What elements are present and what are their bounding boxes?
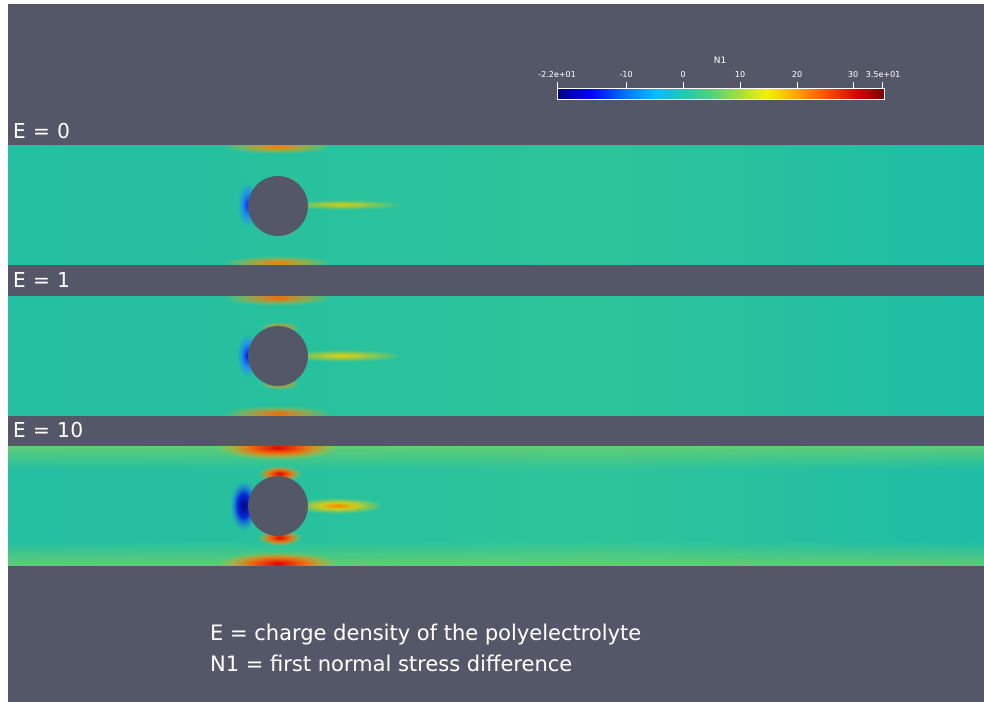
colorbar-tick-mark	[882, 82, 883, 89]
field-plot-e0	[223, 145, 403, 265]
panel-label-e0: E = 0	[13, 119, 71, 143]
colorbar-tick-label: 20	[791, 70, 803, 79]
obstacle-cylinder	[248, 326, 308, 386]
colorbar-tick-label: 3.5e+01	[865, 70, 901, 79]
legend-e-definition: E = charge density of the polyelectrolyt…	[210, 621, 642, 645]
colorbar-tick-label: 10	[734, 70, 746, 79]
colorbar-tick-mark	[740, 82, 741, 89]
panel-label-e10: E = 10	[13, 418, 84, 442]
field-panel-e1	[8, 296, 984, 416]
colorbar-tick-mark	[683, 82, 684, 89]
colorbar-tick-mark	[853, 82, 854, 89]
colorbar-tick-label: -10	[619, 70, 633, 79]
field-plot-e1	[223, 296, 403, 416]
color-legend: N1 -2.2e+01 -10 0 10 20 30 3.5e+01	[538, 56, 937, 106]
render-viewport[interactable]: N1 -2.2e+01 -10 0 10 20 30 3.5e+01 E = 0	[8, 4, 984, 702]
colorbar-tick-mark	[626, 82, 627, 89]
colorbar-title: N1	[713, 56, 727, 66]
field-panel-e10	[8, 446, 984, 566]
obstacle-cylinder	[248, 476, 308, 536]
colorbar-tick-label: 0	[680, 70, 686, 79]
colorbar-tick-label: 30	[847, 70, 859, 79]
colorbar-gradient	[557, 88, 885, 100]
legend-n1-definition: N1 = first normal stress difference	[210, 652, 573, 676]
field-panel-e0	[8, 145, 984, 265]
colorbar-tick-mark	[557, 82, 558, 89]
colorbar-tick-mark	[797, 82, 798, 89]
field-plot-e10	[8, 446, 984, 566]
panel-label-e1: E = 1	[13, 268, 71, 292]
colorbar-tick-label: -2.2e+01	[538, 70, 576, 79]
obstacle-cylinder	[248, 176, 308, 236]
